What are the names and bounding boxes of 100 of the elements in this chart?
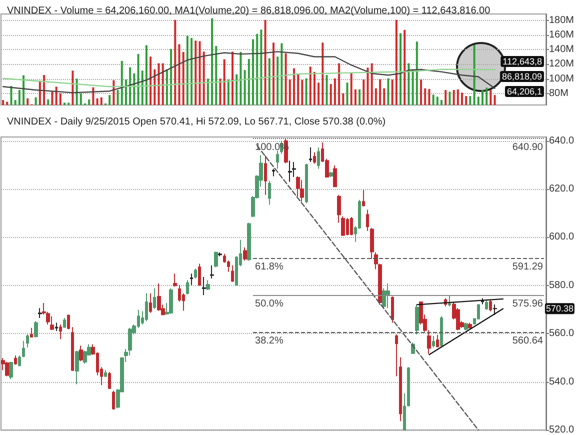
candlestick xyxy=(432,336,435,348)
candlestick xyxy=(395,334,398,377)
candlestick xyxy=(30,327,33,338)
candlestick xyxy=(247,222,251,262)
candlestick xyxy=(38,308,42,318)
candlestick xyxy=(268,180,271,206)
candlestick xyxy=(202,276,206,296)
line-series xyxy=(2,68,496,88)
y-tick-label: 520.0 xyxy=(549,424,574,435)
y-tick-label: 560.0 xyxy=(549,328,574,340)
candlestick xyxy=(391,296,394,324)
candlestick xyxy=(341,216,345,237)
candlestick xyxy=(366,209,369,232)
annotation: 112,643,8 xyxy=(502,56,542,66)
candlestick xyxy=(276,150,279,170)
y-tick-label: 120M xyxy=(549,58,574,70)
candlestick xyxy=(71,326,74,372)
candlestick xyxy=(481,298,484,305)
candlestick xyxy=(386,283,390,309)
candlestick xyxy=(169,288,173,314)
candlestick xyxy=(55,322,58,332)
candlestick xyxy=(272,168,275,177)
candlestick xyxy=(415,304,419,335)
candlestick xyxy=(9,362,13,380)
candlestick xyxy=(296,176,300,198)
candlestick xyxy=(399,356,402,422)
candlestick xyxy=(63,317,66,328)
candlestick xyxy=(79,345,83,362)
annotation: 38.2% xyxy=(255,336,284,347)
ref-line-label: 640.90 xyxy=(512,142,544,154)
candlestick xyxy=(313,152,316,164)
candlestick xyxy=(485,299,488,310)
candlestick xyxy=(108,371,111,390)
candlestick xyxy=(231,264,234,282)
candlestick xyxy=(436,334,439,348)
candlestick xyxy=(112,390,115,410)
candlestick xyxy=(350,216,353,236)
candlestick xyxy=(333,164,337,188)
y-tick-label: 180M xyxy=(549,15,574,26)
candlestick xyxy=(50,316,54,331)
candlestick xyxy=(104,370,107,378)
candlestick xyxy=(157,283,161,312)
candlestick xyxy=(288,160,292,182)
ref-line-label: 560.64 xyxy=(512,336,544,347)
candlestick xyxy=(173,273,177,288)
candlestick xyxy=(300,180,304,202)
chart-title: VNINDEX - Volume = 64,206,160.00, MA1(Volume,20) = 86,818,096.00, MA2(Volume,100) = 112,643,816.00 xyxy=(7,6,491,16)
candlestick xyxy=(67,314,70,330)
chart-title: VNINDEX - Daily 9/25/2015 Open 570.41, Hi 572.09, Lo 567.71, Close 570.38 (0.0%) xyxy=(7,116,386,128)
y-tick-label: 580.0 xyxy=(549,280,574,291)
candlestick xyxy=(186,280,189,295)
y-tick-label: 620.0 xyxy=(549,184,574,195)
candlestick xyxy=(190,273,193,286)
candlestick xyxy=(75,350,79,385)
y-tick-label: 640.0 xyxy=(549,135,574,146)
y-tick-label: 100M xyxy=(549,73,574,84)
candlestick xyxy=(264,155,267,196)
candlestick xyxy=(14,355,17,366)
candlestick xyxy=(448,294,451,307)
candlestick xyxy=(403,392,406,430)
candlestick xyxy=(337,194,341,224)
candlestick xyxy=(370,227,374,260)
candlestick xyxy=(198,263,201,286)
candlestick xyxy=(317,146,320,170)
candlestick xyxy=(145,292,148,322)
candlestick xyxy=(243,246,247,262)
candlestick xyxy=(34,320,38,338)
candlestick xyxy=(59,324,62,340)
candlestick xyxy=(362,190,365,207)
candlestick xyxy=(305,163,308,204)
candlestick xyxy=(440,316,443,348)
candlestick xyxy=(26,334,29,348)
candlestick xyxy=(329,171,333,178)
candlestick xyxy=(309,146,312,163)
y-tick-label: 540.0 xyxy=(549,376,574,388)
annotation: 86,818,09 xyxy=(502,72,542,82)
y-tick-label: 600.0 xyxy=(549,232,574,243)
candlestick xyxy=(5,362,9,377)
y-tick-label: 160M xyxy=(549,30,574,41)
candlestick xyxy=(149,292,152,314)
candlestick xyxy=(464,322,468,331)
ref-line-label: 591.29 xyxy=(512,262,544,273)
candlestick xyxy=(206,280,210,291)
candlestick xyxy=(468,322,472,329)
annotation: 570.38 xyxy=(546,304,574,314)
candlestick xyxy=(153,288,156,310)
ref-line-label: 575.96 xyxy=(512,298,544,310)
y-tick-label: 80M xyxy=(549,88,568,99)
candlestick xyxy=(382,288,386,309)
annotation: 50.0% xyxy=(255,298,284,310)
candlestick xyxy=(407,366,410,407)
candlestick xyxy=(194,268,197,279)
y-tick-label: 140M xyxy=(549,44,574,56)
annotation: 61.8% xyxy=(255,262,284,273)
candlestick xyxy=(214,251,218,268)
candlestick xyxy=(489,299,492,312)
candlestick xyxy=(218,252,222,257)
line-series xyxy=(2,51,496,94)
annotation: 64,206,1 xyxy=(506,86,542,96)
candlestick xyxy=(210,264,214,279)
